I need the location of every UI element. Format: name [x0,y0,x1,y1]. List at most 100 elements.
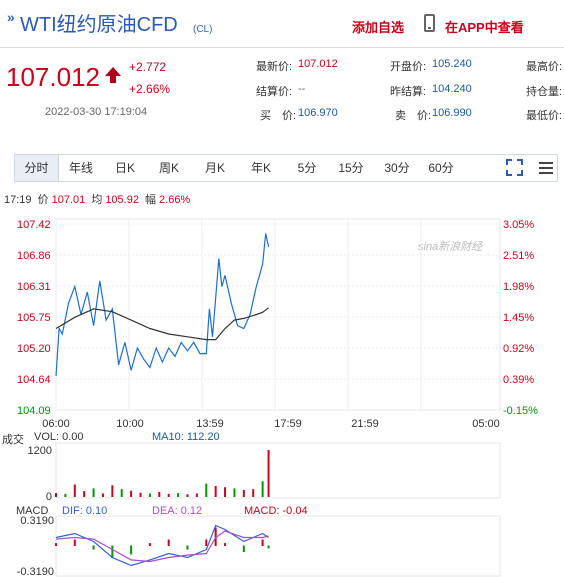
y-tick-label-left: 106.86 [17,250,51,262]
info-amp-label: 幅 [145,194,157,206]
y-tick-label-right: 0.39% [503,374,534,386]
price-grid [55,218,501,411]
price-ticks: 107.42 106.86 106.31 105.75 105.20 104.64 104.… [17,219,538,430]
x-tick-label: 17:59 [274,418,302,430]
page-title: WTI纽约原油CFD [20,14,178,36]
macd-histogram-bar [73,539,76,546]
y-tick-label-right: 0.92% [503,343,534,355]
y-tick-label-left: 107.42 [17,219,51,231]
macd-label: MACD: -0.04 [244,505,308,517]
header: » WTI纽约原油CFD (CL) 添加自选 在APP中查看 [0,0,564,48]
price-change: +2.772 [129,60,167,74]
volume-bar [55,493,57,497]
volume-bar [267,450,270,497]
dif-line [55,524,269,567]
x-tick-label: 13:59 [196,418,224,430]
volume-bar [214,486,217,497]
macd-histogram-bar [167,539,170,546]
volume-bar [177,493,180,497]
volume-bar [167,493,170,497]
tab-30min[interactable]: 30分 [384,161,410,175]
fullscreen-icon[interactable] [506,159,523,176]
tab-intraday[interactable]: 分时 [15,155,59,181]
price-lines [55,233,270,376]
volume-bar [186,494,189,497]
macd-histogram-bar [186,545,189,550]
volume-bar [64,493,67,497]
crosshair-info: 17:19 价 107.01 均 105.92 幅 2.66% [4,191,193,207]
macd-histogram-bar [205,539,208,546]
macd-histogram-bar [130,545,133,555]
volume-bar [224,487,227,497]
volume-panel: 1200 0 [28,442,501,503]
ask-value: 106.990 [432,107,472,119]
prev-settle-label: 昨结算: [390,86,427,98]
watermark-logo: sina新浪财经 [418,241,483,253]
volume-bar [139,492,142,497]
volume-bar [261,481,264,497]
prev-settle-value: 104.240 [432,83,472,95]
y-tick-label-right: 3.05% [503,219,534,231]
volume-bar [73,484,76,497]
macd-histogram-bar [261,539,264,546]
add-favorite-button[interactable]: 添加自选 [352,20,405,35]
y-tick-label-right: 2.51% [503,250,534,262]
macd-histogram-bar [267,545,270,549]
intraday-chart[interactable]: 107.42 106.86 106.31 105.75 105.20 104.64 104.… [0,214,564,577]
settle-label: 结算价: [256,86,293,98]
tab-15min[interactable]: 15分 [338,161,364,175]
macd-panel: 0.3190 -0.3190 [17,515,501,577]
quote-timestamp: 2022-03-30 17:19:04 [45,106,148,118]
info-time: 17:19 [4,194,32,206]
macd-histogram-bar [92,545,95,550]
info-avg-label: 均 [91,194,103,206]
y-tick-label-left: 104.64 [17,374,51,386]
x-tick-label: 21:59 [351,418,379,430]
macd-histogram-bar [242,545,245,552]
macd-title: MACD [16,505,49,517]
price-change-pct: +2.66% [129,82,171,96]
x-tick-label: 10:00 [116,418,144,430]
chart-period-tabs: 分时 年线 日K 周K 月K 年K 5分 15分 30分 60分 [14,154,558,182]
volume-bar [195,493,198,497]
volume-bar [205,483,208,497]
tab-5min[interactable]: 5分 [297,161,317,175]
info-price: 107.01 [51,194,86,206]
y-tick-label-left: 106.31 [17,281,51,293]
open-app-link[interactable]: 在APP中查看 [445,20,524,35]
low-label: 最低价: [526,110,563,122]
y-tick-label-right: 1.45% [503,312,534,324]
volume-bar [120,489,123,497]
volume-bar [158,491,161,497]
tab-monthly-k[interactable]: 月K [204,161,225,175]
volume-bar [83,491,86,497]
vol-label: VOL: 0.00 [34,431,84,443]
x-tick-label: 05:00 [472,418,500,430]
y-tick-label-left: 105.75 [17,312,51,324]
tab-yearly-k[interactable]: 年K [250,161,271,175]
tab-60min[interactable]: 60分 [428,161,454,175]
ask-label: 卖 价: [395,110,432,122]
volume-bar [233,488,236,497]
y-tick-label-left: 105.20 [17,343,51,355]
y-tick-label-right: 1.98% [503,281,534,293]
volume-bar [92,488,95,497]
tab-daily-k[interactable]: 日K [114,161,135,175]
macd-histogram-bar [214,527,217,546]
ma10-label: MA10: 112.20 [152,431,220,443]
tab-weekly-k[interactable]: 周K [158,161,179,175]
volume-bar [111,485,114,497]
open-label: 开盘价: [390,61,427,73]
info-avg: 105.92 [105,194,139,206]
high-label: 最高价: [526,61,563,73]
y-tick-label-left: 104.09 [17,405,51,417]
price-line [55,233,270,376]
volume-bar [242,489,245,497]
menu-icon[interactable] [538,160,554,176]
last-price: 107.012 [6,62,100,92]
macd-y-tick: 0.3190 [20,515,54,527]
dea-line [55,530,269,563]
tab-year-line[interactable]: 年线 [68,161,93,175]
volume-y-tick: 1200 [28,445,52,457]
volume-bar [130,490,133,497]
